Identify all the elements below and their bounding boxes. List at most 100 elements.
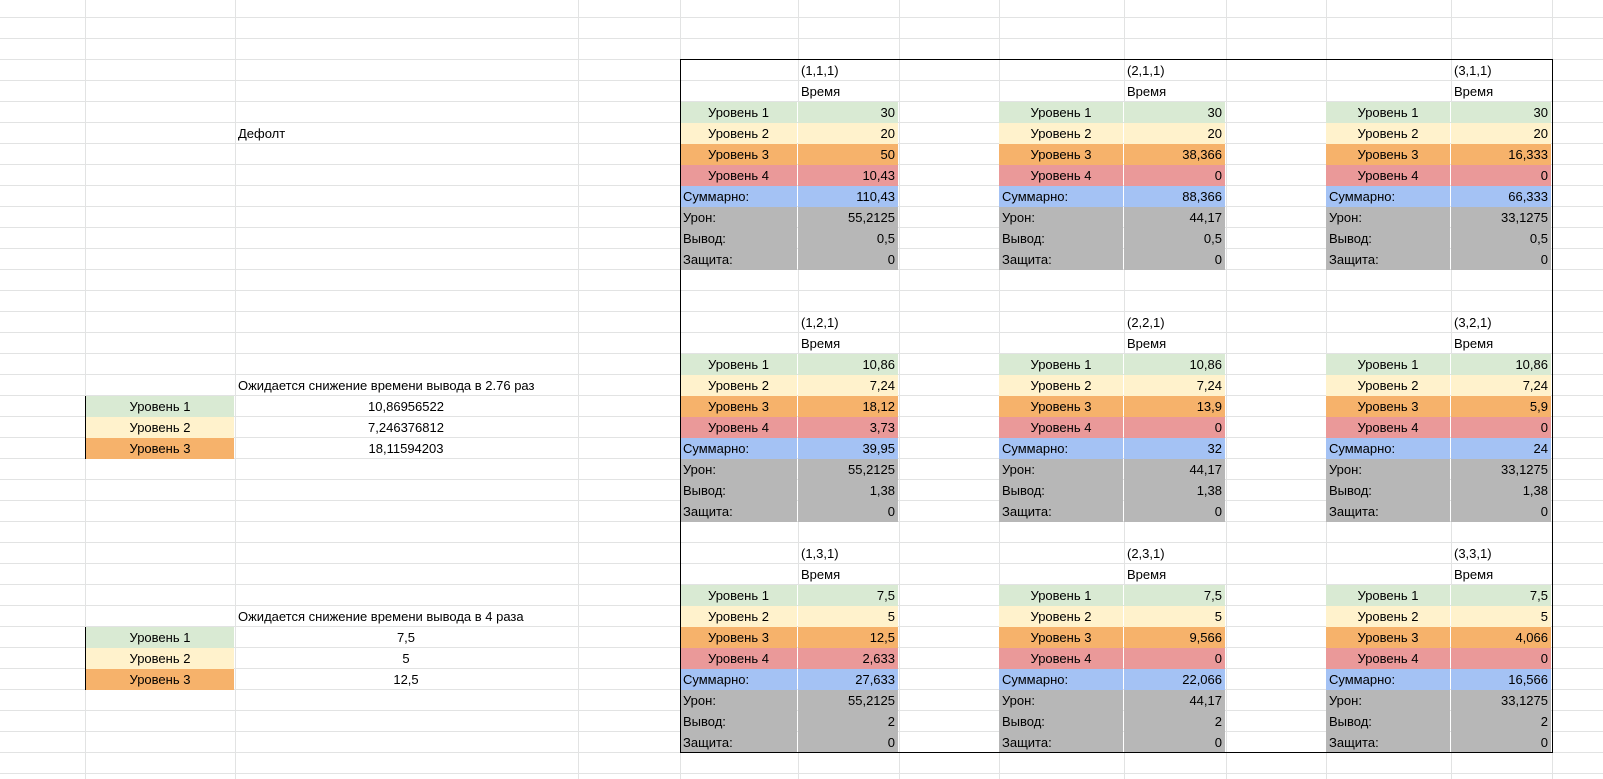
level-label[interactable]: Уровень 1 (1326, 585, 1450, 606)
metric-value[interactable]: 0 (1124, 417, 1225, 438)
level-label[interactable]: Уровень 3 (1326, 627, 1450, 648)
block-title[interactable]: (2,3,1) (1127, 546, 1165, 561)
metric-value[interactable]: 0,5 (1451, 228, 1551, 249)
section-heading[interactable]: Ожидается снижение времени вывода в 4 ра… (238, 609, 524, 624)
level-label[interactable]: Уровень 2 (999, 375, 1123, 396)
metric-value[interactable]: 1,38 (798, 480, 898, 501)
metric-value[interactable]: 20 (1451, 123, 1551, 144)
metric-value[interactable]: 0 (1451, 249, 1551, 270)
metric-value[interactable]: 32 (1124, 438, 1225, 459)
level-label[interactable]: Уровень 3 (680, 144, 797, 165)
level-label[interactable]: Уровень 2 (680, 606, 797, 627)
metric-value[interactable]: 1,38 (1451, 480, 1551, 501)
metric-value[interactable]: 0 (798, 501, 898, 522)
time-header[interactable]: Время (1454, 84, 1494, 99)
metric-value[interactable]: 33,1275 (1451, 690, 1551, 711)
metric-value[interactable]: 10,43 (798, 165, 898, 186)
time-header[interactable]: Время (1127, 336, 1167, 351)
metric-label[interactable]: Урон: (999, 690, 1123, 711)
metric-value[interactable]: 22,066 (1124, 669, 1225, 690)
metric-value[interactable]: 10,86 (1124, 354, 1225, 375)
metric-value[interactable]: 0 (1451, 165, 1551, 186)
metric-value[interactable]: 66,333 (1451, 186, 1551, 207)
level-label[interactable]: Уровень 2 (85, 417, 234, 438)
level-label[interactable]: Уровень 1 (999, 102, 1123, 123)
level-label[interactable]: Уровень 4 (1326, 165, 1450, 186)
level-label[interactable]: Уровень 1 (85, 627, 234, 648)
level-value[interactable]: 5 (402, 651, 410, 666)
metric-value[interactable]: 3,73 (798, 417, 898, 438)
metric-label[interactable]: Вывод: (999, 711, 1123, 732)
metric-value[interactable]: 44,17 (1124, 207, 1225, 228)
time-header[interactable]: Время (1454, 336, 1494, 351)
level-label[interactable]: Уровень 2 (1326, 606, 1450, 627)
total-label[interactable]: Суммарно: (999, 186, 1123, 207)
level-label[interactable]: Уровень 2 (680, 123, 797, 144)
metric-value[interactable]: 16,333 (1451, 144, 1551, 165)
metric-value[interactable]: 7,24 (1451, 375, 1551, 396)
total-label[interactable]: Суммарно: (680, 669, 797, 690)
metric-label[interactable]: Вывод: (999, 228, 1123, 249)
level-label[interactable]: Уровень 4 (680, 417, 797, 438)
metric-value[interactable]: 0 (1451, 417, 1551, 438)
block-title[interactable]: (1,1,1) (801, 63, 839, 78)
level-label[interactable]: Уровень 4 (999, 165, 1123, 186)
section-heading[interactable]: Ожидается снижение времени вывода в 2.76… (238, 378, 535, 393)
metric-value[interactable]: 0 (1124, 732, 1225, 753)
metric-value[interactable]: 0 (798, 249, 898, 270)
metric-value[interactable]: 38,366 (1124, 144, 1225, 165)
metric-value[interactable]: 5 (798, 606, 898, 627)
metric-value[interactable]: 10,86 (1451, 354, 1551, 375)
metric-value[interactable]: 55,2125 (798, 207, 898, 228)
block-title[interactable]: (2,2,1) (1127, 315, 1165, 330)
level-label[interactable]: Уровень 3 (1326, 396, 1450, 417)
metric-value[interactable]: 0 (1451, 501, 1551, 522)
metric-value[interactable]: 88,366 (1124, 186, 1225, 207)
level-label[interactable]: Уровень 2 (999, 606, 1123, 627)
total-label[interactable]: Суммарно: (1326, 438, 1450, 459)
level-label[interactable]: Уровень 3 (1326, 144, 1450, 165)
metric-label[interactable]: Защита: (1326, 732, 1450, 753)
block-title[interactable]: (2,1,1) (1127, 63, 1165, 78)
total-label[interactable]: Суммарно: (999, 438, 1123, 459)
metric-value[interactable]: 0,5 (798, 228, 898, 249)
total-label[interactable]: Суммарно: (1326, 186, 1450, 207)
metric-label[interactable]: Урон: (1326, 690, 1450, 711)
level-value[interactable]: 7,246376812 (368, 420, 444, 435)
level-label[interactable]: Уровень 1 (680, 102, 797, 123)
metric-label[interactable]: Вывод: (1326, 480, 1450, 501)
metric-value[interactable]: 0 (1124, 165, 1225, 186)
metric-value[interactable]: 20 (798, 123, 898, 144)
level-value[interactable]: 12,5 (393, 672, 419, 687)
metric-value[interactable]: 0 (1451, 732, 1551, 753)
metric-value[interactable]: 7,5 (1451, 585, 1551, 606)
level-label[interactable]: Уровень 3 (85, 438, 234, 459)
metric-value[interactable]: 44,17 (1124, 459, 1225, 480)
metric-value[interactable]: 33,1275 (1451, 207, 1551, 228)
level-label[interactable]: Уровень 1 (999, 354, 1123, 375)
metric-value[interactable]: 55,2125 (798, 459, 898, 480)
metric-value[interactable]: 13,9 (1124, 396, 1225, 417)
metric-value[interactable]: 12,5 (798, 627, 898, 648)
level-label[interactable]: Уровень 1 (1326, 354, 1450, 375)
total-label[interactable]: Суммарно: (1326, 669, 1450, 690)
metric-value[interactable]: 7,24 (1124, 375, 1225, 396)
metric-value[interactable]: 20 (1124, 123, 1225, 144)
level-label[interactable]: Уровень 4 (680, 648, 797, 669)
block-title[interactable]: (3,2,1) (1454, 315, 1492, 330)
level-value[interactable]: 18,11594203 (368, 441, 444, 456)
metric-value[interactable]: 2 (1124, 711, 1225, 732)
metric-label[interactable]: Защита: (999, 249, 1123, 270)
metric-label[interactable]: Урон: (1326, 207, 1450, 228)
default-label[interactable]: Дефолт (238, 126, 286, 141)
metric-label[interactable]: Защита: (680, 249, 797, 270)
metric-value[interactable]: 9,566 (1124, 627, 1225, 648)
block-title[interactable]: (1,2,1) (801, 315, 839, 330)
level-label[interactable]: Уровень 1 (680, 354, 797, 375)
metric-value[interactable]: 50 (798, 144, 898, 165)
metric-label[interactable]: Вывод: (999, 480, 1123, 501)
metric-value[interactable]: 33,1275 (1451, 459, 1551, 480)
metric-value[interactable]: 55,2125 (798, 690, 898, 711)
metric-value[interactable]: 0 (1124, 648, 1225, 669)
block-title[interactable]: (3,1,1) (1454, 63, 1492, 78)
